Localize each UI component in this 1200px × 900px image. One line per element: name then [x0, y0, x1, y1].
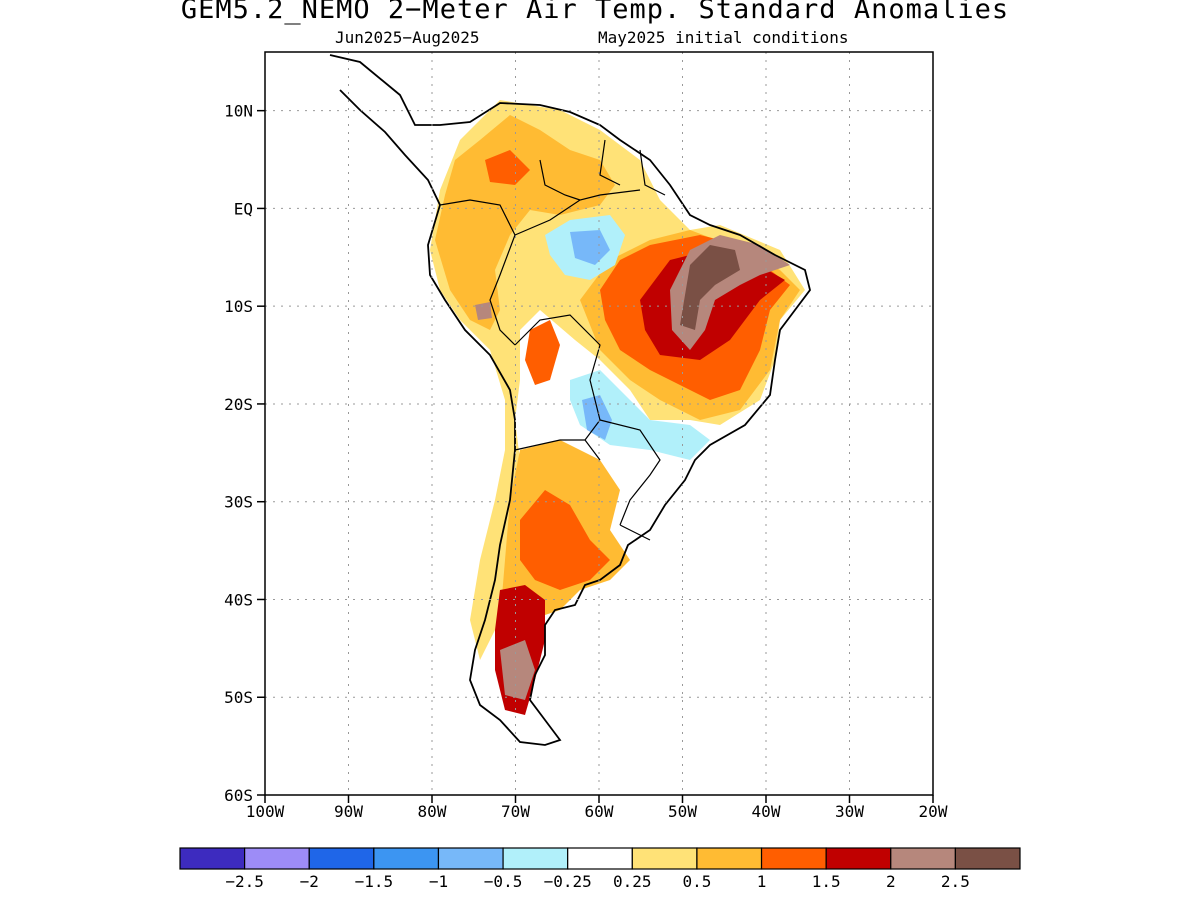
forecast-period: Jun2025−Aug2025: [335, 28, 480, 47]
colorbar-label: 1: [757, 872, 767, 891]
lat-label: 60S: [224, 786, 253, 805]
map-title: GEM5.2_NEMO 2−Meter Air Temp. Standard A…: [180, 0, 1010, 25]
colorbar-swatch: [502, 847, 569, 870]
lat-label: EQ: [234, 199, 253, 218]
anomaly-region-brown-patagonia: [500, 640, 535, 700]
colorbar-label: −0.5: [484, 872, 523, 891]
colorbar-label: 1.5: [812, 872, 841, 891]
lon-label: 100W: [246, 802, 285, 821]
colorbar-label: −2: [300, 872, 319, 891]
colorbar-swatch: [760, 847, 827, 870]
lon-label: 90W: [334, 802, 363, 821]
axis-ticks: [257, 109, 934, 803]
lon-label: 30W: [835, 802, 864, 821]
lat-label: 50S: [224, 688, 253, 707]
colorbar-label: 2: [886, 872, 896, 891]
colorbar-swatch: [567, 847, 633, 870]
colorbar: [179, 847, 1021, 870]
colorbar-swatch: [179, 847, 246, 870]
map-area: [265, 52, 933, 795]
lon-labels: 100W 90W 80W 70W 60W 50W 40W 30W 20W: [246, 802, 948, 821]
lat-label: 20S: [224, 395, 253, 414]
colorbar-label: −1.5: [355, 872, 394, 891]
anomaly-region-blue-amazon: [570, 230, 610, 265]
initial-conditions: May2025 initial conditions: [598, 28, 849, 47]
colorbar-swatch: [308, 847, 375, 870]
colorbar-label: −0.25: [544, 872, 592, 891]
anomaly-region-dark-orange-andes: [525, 320, 560, 385]
colorbar-swatch: [631, 847, 698, 870]
anomaly-region-dark-orange-argentina: [520, 490, 610, 590]
colorbar-swatch: [954, 847, 1021, 870]
lon-label: 80W: [418, 802, 447, 821]
colorbar-swatch: [437, 847, 504, 870]
anomaly-region-dark-brown-brazil: [680, 245, 740, 330]
colorbar-label: 0.5: [682, 872, 711, 891]
country-borders: [439, 139, 666, 541]
lon-label: 20W: [919, 802, 948, 821]
colorbar-swatch: [696, 847, 763, 870]
colorbar-label: 2.5: [941, 872, 970, 891]
colorbar-swatch: [244, 847, 310, 870]
lon-label: 40W: [752, 802, 781, 821]
colorbar-swatch: [373, 847, 440, 870]
colorbar-label: −2.5: [225, 872, 264, 891]
lat-label: 10N: [224, 102, 253, 121]
anomaly-region-dark-orange-colombia: [485, 150, 530, 185]
lat-label: 40S: [224, 590, 253, 609]
lat-label: 30S: [224, 493, 253, 512]
lon-label: 60W: [585, 802, 614, 821]
colorbar-swatch: [890, 847, 956, 870]
anomaly-region-blue-chaco: [582, 395, 612, 440]
colorbar-label: 0.25: [613, 872, 652, 891]
lon-label: 70W: [501, 802, 530, 821]
colorbar-swatch: [825, 847, 892, 870]
anomaly-region-orange-north: [435, 115, 615, 330]
colorbar-label: −1: [429, 872, 448, 891]
colorbar-labels: −2.5 −2 −1.5 −1 −0.5 −0.25 0.25 0.5 1 1.5 2 2.5: [225, 872, 969, 891]
lon-label: 50W: [668, 802, 697, 821]
lat-labels: 10N EQ 10S 20S 30S 40S 50S 60S: [224, 102, 253, 805]
lat-label: 10S: [224, 297, 253, 316]
anomaly-region-brown-peru: [475, 302, 492, 320]
